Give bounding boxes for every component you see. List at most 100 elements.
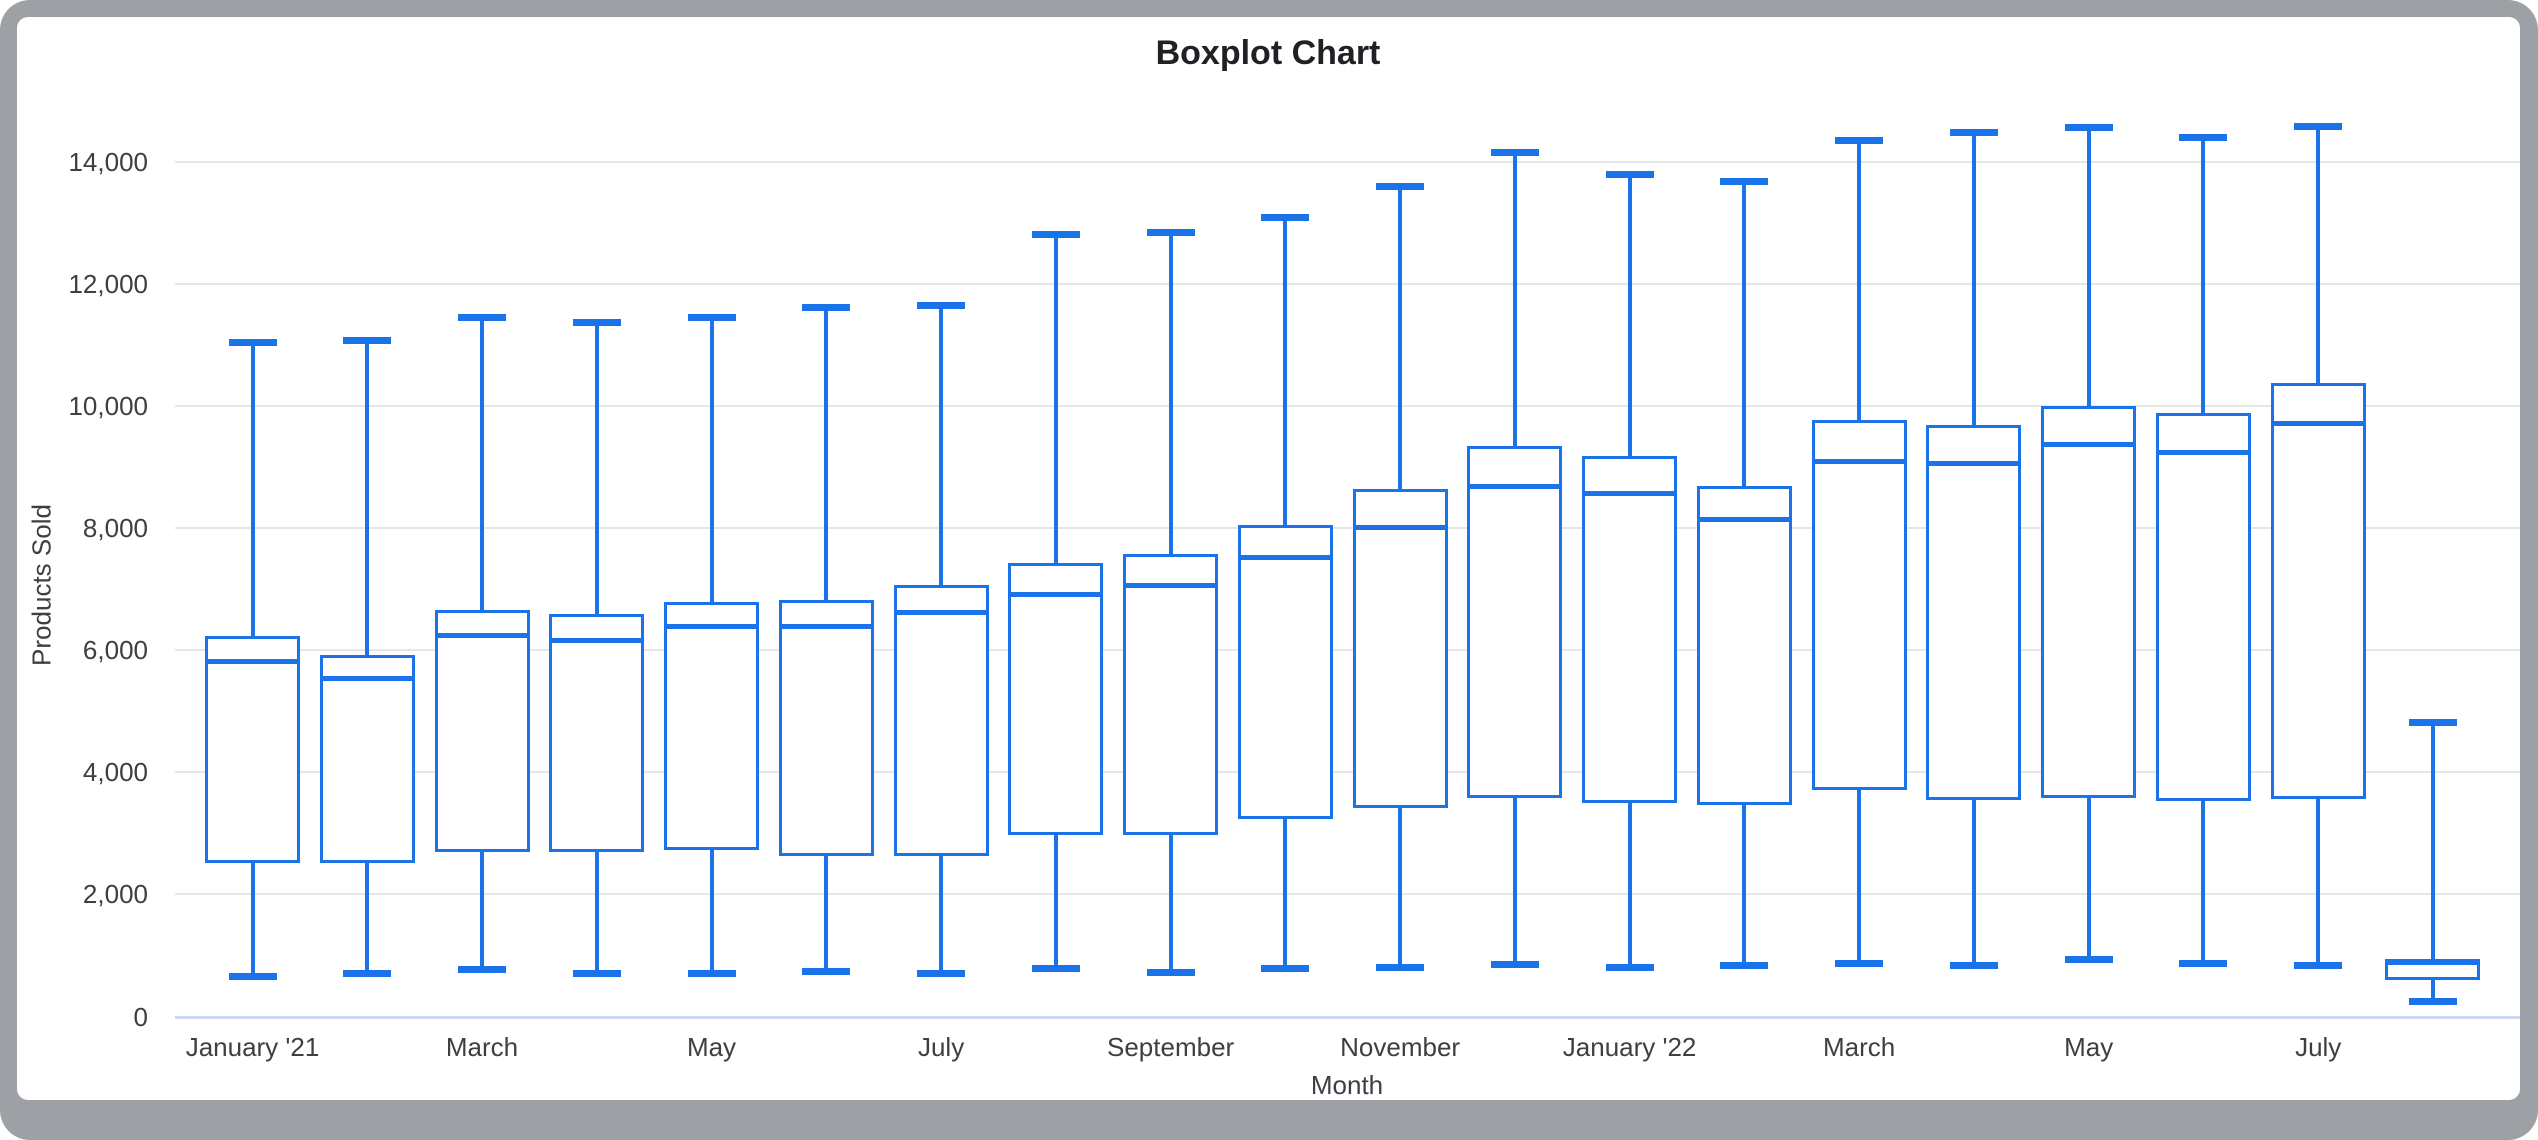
whisker-cap-max (917, 302, 966, 309)
median-line (549, 637, 645, 643)
whisker-stem-bottom (250, 863, 255, 977)
whisker-stem-top (1627, 173, 1632, 456)
boxplot-may-22[interactable] (2041, 123, 2137, 964)
whisker-stem-bottom (1283, 818, 1288, 969)
median-line (1582, 490, 1678, 496)
iqr-box (1582, 455, 1678, 803)
whisker-stem-top (1857, 140, 1862, 421)
median-line (1696, 516, 1792, 522)
gridline (175, 649, 2520, 652)
iqr-box (549, 614, 645, 853)
iqr-box (1352, 489, 1448, 808)
boxplot-june-21[interactable] (778, 303, 874, 975)
boxplot-january-21[interactable] (205, 338, 300, 981)
whisker-cap-min (1376, 963, 1425, 971)
iqr-box (205, 636, 300, 864)
whisker-stem-bottom (1627, 802, 1632, 967)
y-tick-label: 6,000 (82, 635, 148, 666)
iqr-box (1696, 486, 1792, 805)
whisker-cap-min (458, 966, 506, 974)
whisker-stem-top (250, 341, 255, 637)
x-tick-label: September (1107, 1032, 1235, 1062)
median-line (2041, 442, 2137, 448)
whisker-stem-top (2430, 722, 2435, 960)
median-line (1008, 591, 1104, 597)
whisker-cap-max (802, 303, 851, 311)
boxplot-november-21[interactable] (1352, 182, 1448, 971)
x-tick-label: November (1340, 1032, 1461, 1062)
whisker-stem-top (1168, 231, 1173, 555)
whisker-stem-bottom (1512, 797, 1517, 965)
whisker-stem-top (480, 317, 484, 610)
boxplot-may-21[interactable] (664, 313, 759, 978)
whisker-cap-min (2179, 960, 2228, 968)
gridline (175, 160, 2520, 163)
whisker-cap-min (1261, 965, 1310, 973)
boxplot-july-21[interactable] (893, 301, 989, 978)
whisker-stem-bottom (709, 849, 714, 974)
iqr-box (664, 601, 759, 850)
whisker-stem-bottom (1971, 799, 1976, 965)
whisker-stem-top (2201, 137, 2206, 414)
whisker-cap-min (1490, 961, 1539, 969)
gridline (175, 404, 2520, 407)
x-tick-label: May (686, 1032, 737, 1062)
iqr-box (2041, 405, 2137, 798)
x-tick-label: January '21 (185, 1032, 320, 1062)
median-line (1123, 582, 1219, 588)
whisker-stem-bottom (2086, 797, 2091, 960)
median-line (1811, 458, 1907, 464)
whisker-stem-bottom (1857, 790, 1862, 963)
whisker-stem-bottom (2430, 980, 2435, 1001)
whisker-stem-bottom (480, 852, 484, 970)
whisker-cap-min (1720, 961, 1769, 969)
boxplot-february-21[interactable] (319, 336, 415, 978)
boxplot-january-22[interactable] (1582, 170, 1678, 971)
whisker-cap-max (228, 338, 277, 346)
boxplot-july-22[interactable] (2270, 122, 2366, 969)
y-tick-label: 2,000 (82, 879, 148, 910)
whisker-stem-bottom (939, 855, 944, 974)
median-line (205, 659, 300, 665)
whisker-cap-max (458, 314, 506, 322)
whisker-cap-max (1376, 182, 1425, 190)
y-tick-label: 14,000 (68, 146, 148, 177)
median-line (2385, 960, 2481, 966)
whisker-stem-top (2316, 126, 2321, 384)
whisker-stem-top (1283, 216, 1288, 525)
iqr-box (893, 585, 989, 856)
boxplot-december-21[interactable] (1467, 148, 1563, 969)
whisker-cap-min (572, 969, 621, 977)
boxplot-june-22[interactable] (2155, 133, 2251, 968)
boxplot-august-22[interactable] (2385, 718, 2481, 1005)
iqr-box (434, 609, 530, 853)
iqr-box (1237, 524, 1333, 819)
boxplot-september-21[interactable] (1123, 228, 1219, 976)
whisker-stem-bottom (1742, 804, 1747, 965)
whisker-cap-min (228, 973, 277, 981)
y-tick-label: 8,000 (82, 512, 148, 543)
y-tick-label: 12,000 (68, 268, 148, 299)
boxplot-april-21[interactable] (549, 318, 645, 977)
whisker-cap-max (1490, 149, 1539, 157)
boxplot-april-22[interactable] (1926, 128, 2022, 969)
x-tick-label: July (2295, 1032, 2342, 1062)
boxplot-february-22[interactable] (1696, 177, 1792, 969)
whisker-stem-top (939, 305, 944, 586)
whisker-stem-bottom (1053, 835, 1058, 969)
median-line (319, 675, 415, 681)
y-tick-label: 4,000 (82, 757, 148, 788)
x-tick-label: March (1822, 1032, 1896, 1062)
whisker-cap-min (1949, 961, 1998, 969)
whisker-cap-min (802, 967, 851, 975)
boxplot-march-21[interactable] (434, 313, 530, 974)
whisker-stem-top (365, 339, 370, 655)
gridline (175, 771, 2520, 774)
boxplot-august-21[interactable] (1008, 230, 1104, 973)
whisker-stem-bottom (824, 855, 829, 971)
whisker-stem-bottom (2201, 800, 2206, 964)
boxplot-october-21[interactable] (1237, 213, 1333, 973)
iqr-box (2270, 383, 2366, 800)
boxplot-march-22[interactable] (1811, 136, 1907, 967)
